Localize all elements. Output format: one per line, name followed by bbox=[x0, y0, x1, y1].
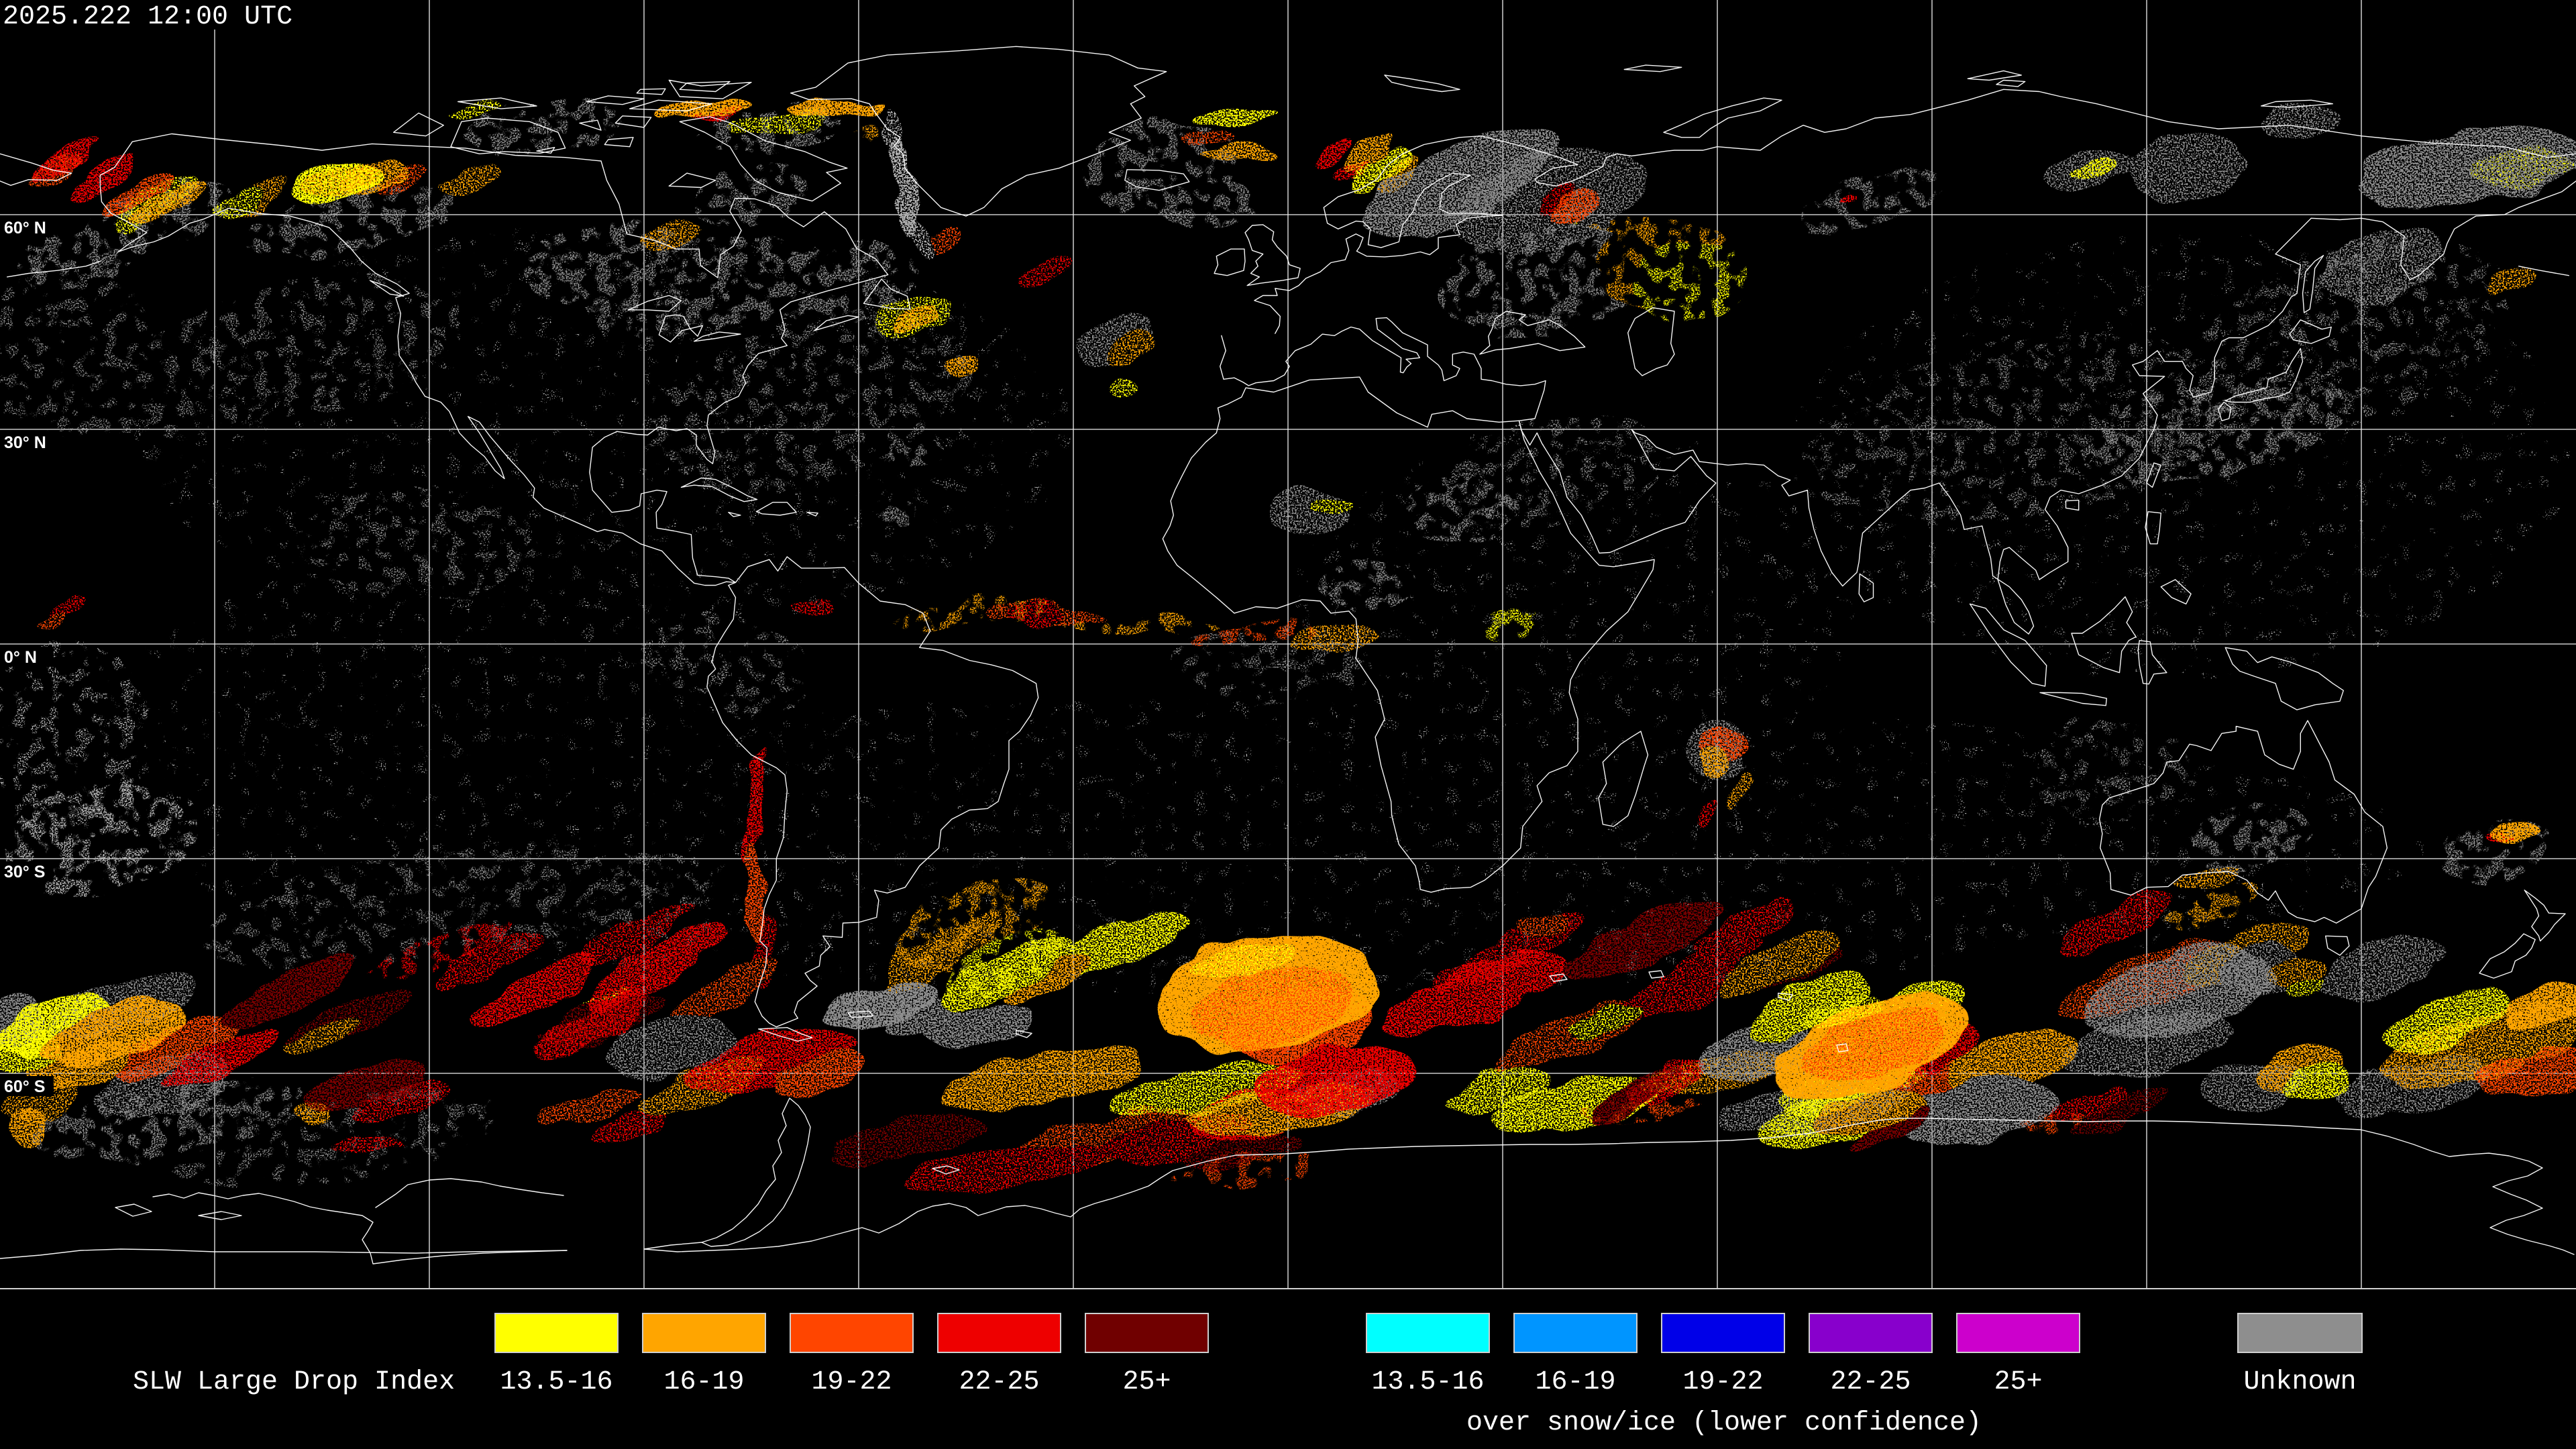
svg-text:22-25: 22-25 bbox=[1830, 1367, 1911, 1397]
svg-text:SLW Large Drop Index: SLW Large Drop Index bbox=[133, 1367, 455, 1397]
svg-text:16-19: 16-19 bbox=[1535, 1367, 1615, 1397]
svg-text:19-22: 19-22 bbox=[811, 1367, 892, 1397]
svg-text:over snow/ice (lower confidenc: over snow/ice (lower confidence) bbox=[1466, 1408, 1982, 1438]
svg-text:25+: 25+ bbox=[1122, 1367, 1171, 1397]
svg-text:60° N: 60° N bbox=[4, 219, 46, 237]
svg-text:30° N: 30° N bbox=[4, 433, 46, 452]
svg-text:13.5-16: 13.5-16 bbox=[1371, 1367, 1484, 1397]
svg-text:2025.222 12:00 UTC: 2025.222 12:00 UTC bbox=[3, 2, 292, 32]
svg-text:13.5-16: 13.5-16 bbox=[500, 1367, 612, 1397]
svg-text:25+: 25+ bbox=[1994, 1367, 2042, 1397]
svg-text:0° N: 0° N bbox=[4, 648, 37, 667]
svg-text:60° S: 60° S bbox=[4, 1077, 45, 1096]
svg-text:22-25: 22-25 bbox=[959, 1367, 1039, 1397]
svg-text:16-19: 16-19 bbox=[663, 1367, 744, 1397]
svg-text:Unknown: Unknown bbox=[2243, 1367, 2356, 1397]
svg-text:30° S: 30° S bbox=[4, 863, 45, 881]
svg-text:19-22: 19-22 bbox=[1682, 1367, 1763, 1397]
